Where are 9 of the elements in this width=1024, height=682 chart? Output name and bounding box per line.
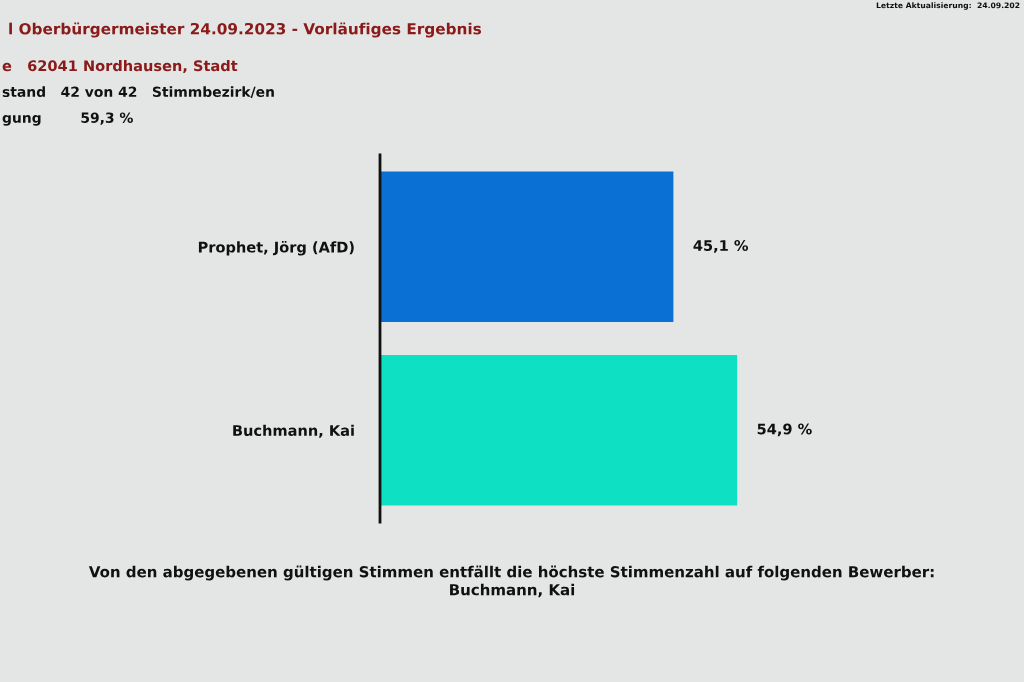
y-tick-label: Prophet, Jörg (AfD) bbox=[198, 241, 354, 256]
data-label: 45,1 % bbox=[693, 239, 749, 253]
data-label: 54,9 % bbox=[757, 423, 812, 437]
text: Buchmann, Kai bbox=[450, 583, 575, 598]
text: Von den abgegebenen gültigen Stimmen entfällt die höchste Stimmenzahl auf folgenden Bewerber: bbox=[88, 565, 934, 581]
text: gung 59,3 % bbox=[2, 112, 133, 126]
text: stand 42 von 42 Stimmbezirk/en bbox=[2, 86, 274, 99]
text: l Oberbürgermeister 24.09.2023 - Vorläufiges Ergebnis bbox=[9, 22, 482, 38]
text: e 62041 Nordhausen, Stadt bbox=[2, 59, 238, 74]
